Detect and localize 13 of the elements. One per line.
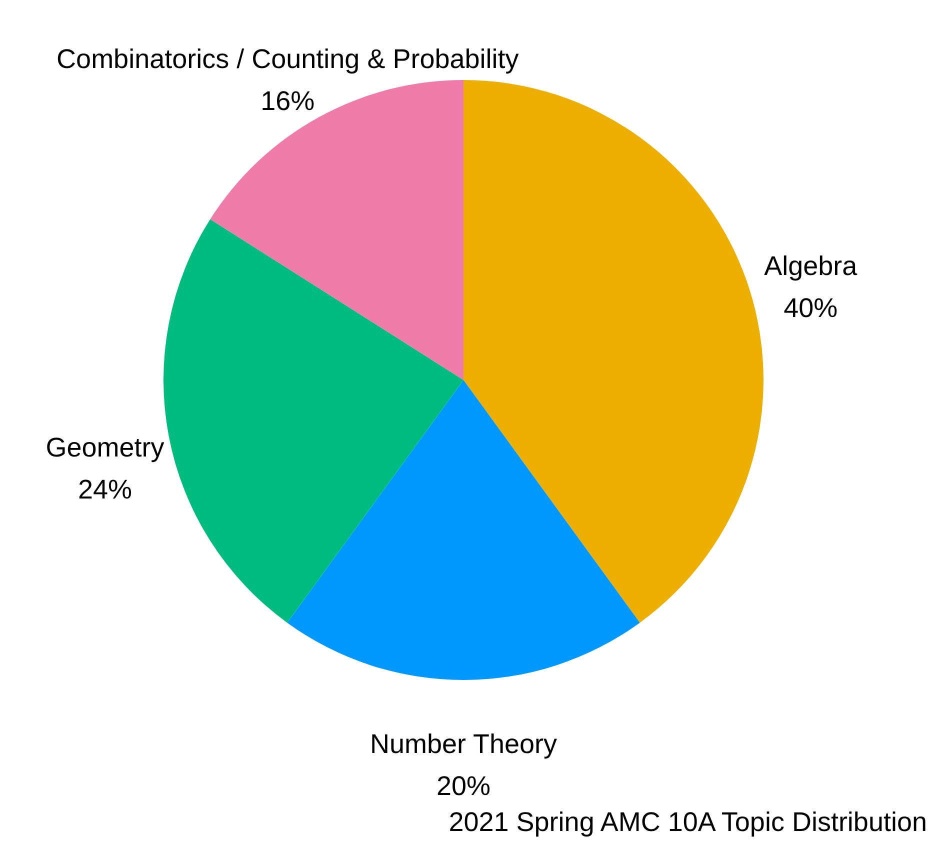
data-label: 40% — [784, 293, 838, 324]
pie-slice — [164, 219, 464, 623]
slice-label: Geometry — [46, 432, 165, 462]
slice-label: Number Theory — [370, 729, 558, 759]
pie-slice — [287, 380, 640, 680]
data-label: 20% — [436, 771, 491, 801]
pie-slice — [464, 80, 763, 623]
data-label: 16% — [260, 86, 315, 116]
data-label: 24% — [78, 474, 132, 504]
slice-label: Combinatorics / Counting & Probability — [56, 44, 520, 74]
pie-slice — [210, 80, 464, 380]
text: 2021 Spring AMC 10A Topic Distribution — [448, 807, 927, 837]
slice-label: Algebra — [764, 251, 858, 282]
